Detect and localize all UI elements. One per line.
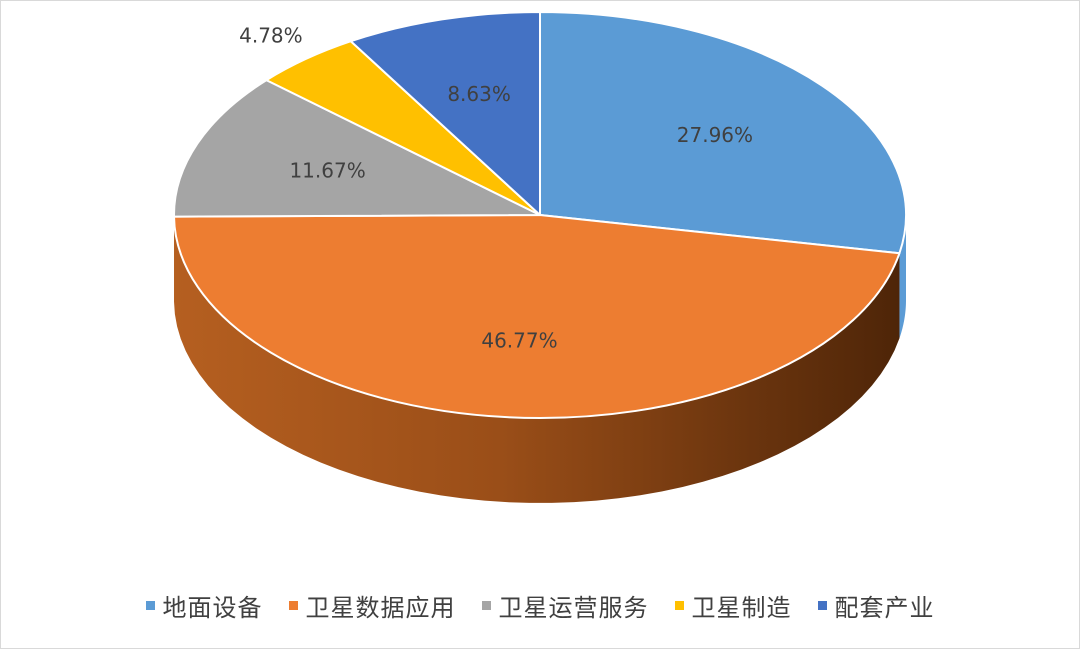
legend-item-0: 地面设备 xyxy=(145,588,263,623)
pie-slice-0 xyxy=(539,11,907,255)
legend-item-4: 配套产业 xyxy=(817,588,935,623)
pie-data-label-1: 46.77% xyxy=(481,328,557,352)
legend-swatch-1 xyxy=(288,600,298,610)
legend-label-3: 卫星制造 xyxy=(691,593,792,622)
pie-slice-1 xyxy=(173,214,901,419)
pie-data-label-2: 11.67% xyxy=(289,159,365,183)
pie-side-0 xyxy=(899,215,906,339)
legend-item-2: 卫星运营服务 xyxy=(481,588,649,623)
legend-label-2: 卫星运营服务 xyxy=(498,593,649,622)
legend-item-3: 卫星制造 xyxy=(674,588,792,623)
pie-data-label-3: 4.78% xyxy=(239,24,303,48)
legend-label-4: 配套产业 xyxy=(834,593,935,622)
pie-data-label-0: 27.96% xyxy=(677,123,753,147)
legend-swatch-3 xyxy=(674,600,684,610)
legend-label-1: 卫星数据应用 xyxy=(305,593,456,622)
legend: 地面设备 卫星数据应用 卫星运营服务 卫星制造 配套产业 xyxy=(0,585,1080,625)
pie-slice-2 xyxy=(173,79,541,218)
pie-data-label-4: 8.63% xyxy=(447,82,511,106)
pie-slice-4 xyxy=(349,11,541,216)
legend-swatch-2 xyxy=(481,600,491,610)
legend-label-0: 地面设备 xyxy=(162,593,263,622)
legend-swatch-0 xyxy=(145,600,155,610)
pie-side-1 xyxy=(174,216,900,503)
legend-item-1: 卫星数据应用 xyxy=(288,588,456,623)
legend-swatch-4 xyxy=(817,600,827,610)
